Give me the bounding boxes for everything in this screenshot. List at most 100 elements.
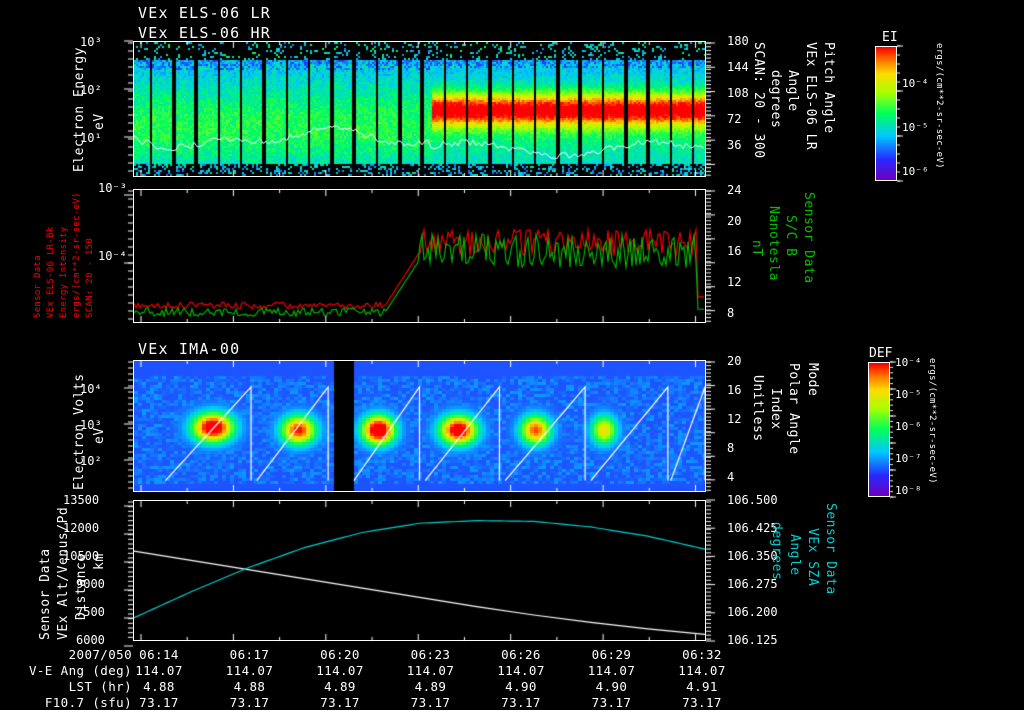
footer-row-label-lst: LST (hr) — [68, 679, 132, 694]
panel4-right-tick-0: 106.500 — [727, 493, 778, 507]
footer-cell-lst-1: 4.88 — [233, 679, 266, 694]
colorbar2-tick-4: 10⁻⁸ — [895, 484, 922, 497]
panel1-plot-area[interactable] — [133, 41, 706, 177]
footer-cell-ve-ang-1: 114.07 — [225, 663, 274, 678]
footer-cell-time-4: 06:26 — [501, 647, 541, 662]
panel1-title-lr: VEx ELS-06 LR — [138, 4, 271, 22]
panel2-right-tick-4: 8 — [727, 306, 735, 320]
panel3-spectrogram-canvas — [134, 361, 705, 491]
footer-row-label-ve-ang: V-E Ang (deg) — [28, 663, 132, 678]
panel3-ytick-1: 10³ — [80, 418, 102, 432]
footer-cell-lst-0: 4.88 — [143, 679, 175, 694]
footer-cell-time-1: 06:17 — [229, 647, 270, 662]
colorbar2-tick-1: 10⁻⁵ — [895, 388, 922, 401]
panel3-right-label-mode: Mode — [805, 363, 820, 397]
panel1-right-tick-4: 36 — [727, 138, 742, 152]
colorbar2-title: DEF — [869, 346, 893, 361]
panel2-right-label-sensor-data: Sensor Data — [801, 192, 816, 284]
panel4-right-tick-5: 106.125 — [727, 633, 778, 647]
panel2-ytick-0: 10⁻³ — [98, 181, 127, 195]
panel2-right-label-nt: nT — [749, 240, 764, 257]
footer-cell-lst-4: 4.90 — [505, 679, 537, 694]
panel1-right-label-angle: Angle — [785, 70, 800, 112]
panel4-ytick-2: 10500 — [63, 549, 100, 563]
panel4-right-label-sensor-data: Sensor Data — [823, 503, 838, 595]
footer-cell-ve-ang-5: 114.07 — [587, 663, 636, 678]
panel3-plot-area[interactable] — [133, 360, 706, 492]
footer-row-label-date: 2007/050 — [68, 647, 132, 662]
panel1-title-hr: VEx ELS-06 HR — [138, 24, 271, 42]
footer-cell-lst-5: 4.90 — [595, 679, 628, 694]
panel3-right-label-index: Index — [768, 388, 783, 430]
panel3-ytick-2: 10² — [80, 454, 102, 468]
colorbar1-canvas — [876, 47, 896, 180]
panel4-right-label-angle: Angle — [787, 534, 802, 576]
panel4-ytick-3: 9000 — [76, 577, 105, 591]
panel2-right-tick-2: 16 — [727, 244, 742, 258]
panel4-plot-area[interactable] — [133, 500, 706, 641]
panel3-right-label-unitless: Unitless — [750, 375, 765, 442]
panel4-ytick-5: 6000 — [76, 633, 105, 647]
panel3-ytick-0: 10⁴ — [80, 382, 102, 396]
panel1-ytick-0: 10³ — [80, 35, 102, 49]
panel4-ytick-1: 12000 — [63, 521, 100, 535]
colorbar2-gradient — [868, 362, 890, 497]
panel1-ytick-2: 10¹ — [80, 131, 102, 145]
colorbar2-tick-0: 10⁻⁴ — [895, 356, 922, 369]
colorbar1-title: EI — [882, 30, 898, 45]
colorbar1-unit-label: ergs/(cm**2-sr-sec-eV) — [934, 43, 944, 169]
panel4-right-tick-4: 106.200 — [727, 605, 778, 619]
footer-cell-time-5: 06:29 — [591, 647, 632, 662]
panel2-right-label-nanotesla: Nanotesla — [766, 206, 781, 281]
colorbar1-gradient — [875, 46, 897, 181]
footer-cell-lst-2: 4.89 — [324, 679, 356, 694]
footer-cell-lst-3: 4.89 — [414, 679, 447, 694]
panel1-left-label-unit: eV — [92, 113, 107, 130]
panel1-right-tick-2: 108 — [727, 86, 749, 100]
colorbar2-tick-3: 10⁻⁷ — [895, 452, 922, 465]
panel4-right-label-sza: VEx SZA — [805, 528, 820, 587]
colorbar1-tick-2: 10⁻⁶ — [902, 165, 929, 178]
panel2-right-tick-3: 12 — [727, 275, 742, 289]
footer-cell-ve-ang-3: 114.07 — [406, 663, 455, 678]
panel2-left-label-quantity: Energy Intensity — [59, 226, 69, 319]
panel4-lines-canvas — [134, 501, 705, 640]
footer-cell-ve-ang-6: 114.07 — [678, 663, 726, 678]
panel3-right-label-polar-angle: Polar Angle — [786, 363, 801, 455]
footer-cell-time-3: 06:23 — [410, 647, 451, 662]
colorbar2-canvas — [869, 363, 889, 496]
panel2-ytick-1: 10⁻⁴ — [98, 249, 127, 263]
panel2-left-label-units: ergs/(cm**2-sr-sec-eV) — [72, 192, 82, 318]
colorbar1-tick-0: 10⁻⁴ — [902, 77, 929, 90]
panel1-right-label-sensor: VEx ELS-06 LR — [803, 42, 818, 151]
panel4-left-label-sensor-data: Sensor Data — [38, 548, 53, 640]
panel2-right-label-sc-b: S/C B — [783, 215, 798, 257]
panel3-right-tick-3: 8 — [727, 441, 735, 455]
panel1-spectrogram-canvas — [134, 42, 705, 176]
colorbar2-tick-2: 10⁻⁶ — [895, 420, 922, 433]
panel2-right-tick-1: 20 — [727, 214, 742, 228]
footer-cell-time-2: 06:20 — [320, 647, 360, 662]
footer-cell-ve-ang-2: 114.07 — [316, 663, 364, 678]
panel3-right-tick-1: 16 — [727, 383, 742, 397]
colorbar1-tick-1: 10⁻⁵ — [902, 121, 929, 134]
colorbar2-unit-label: ergs/(cm**2-sr-sec-eV) — [927, 358, 937, 484]
panel4-right-label-degrees: degrees — [769, 522, 784, 581]
panel2-plot-area[interactable] — [133, 189, 706, 323]
panel1-right-tick-1: 144 — [727, 60, 749, 74]
panel1-right-tick-3: 72 — [727, 112, 742, 126]
panel3-right-tick-2: 12 — [727, 412, 742, 426]
panel3-right-tick-4: 4 — [727, 470, 735, 484]
panel1-left-label-energy: Electron Energy — [72, 47, 87, 172]
panel3-right-tick-0: 20 — [727, 354, 742, 368]
footer-cell-ve-ang-0: 114.07 — [135, 663, 183, 678]
panel2-left-label-instrument: VEx ELS-06 LR-Bk — [46, 226, 56, 319]
panel2-right-tick-0: 24 — [727, 183, 742, 197]
panel1-right-tick-0: 180 — [727, 34, 749, 48]
footer-cell-time-6: 06:32 — [682, 647, 722, 662]
panel1-ytick-1: 10² — [80, 83, 102, 97]
panel2-left-label-sensor-data: Sensor Data — [33, 255, 43, 318]
panel3-title: VEx IMA-00 — [138, 340, 241, 358]
panel1-right-label-degrees: degrees — [768, 70, 783, 129]
footer-cell-ve-ang-4: 114.07 — [497, 663, 545, 678]
